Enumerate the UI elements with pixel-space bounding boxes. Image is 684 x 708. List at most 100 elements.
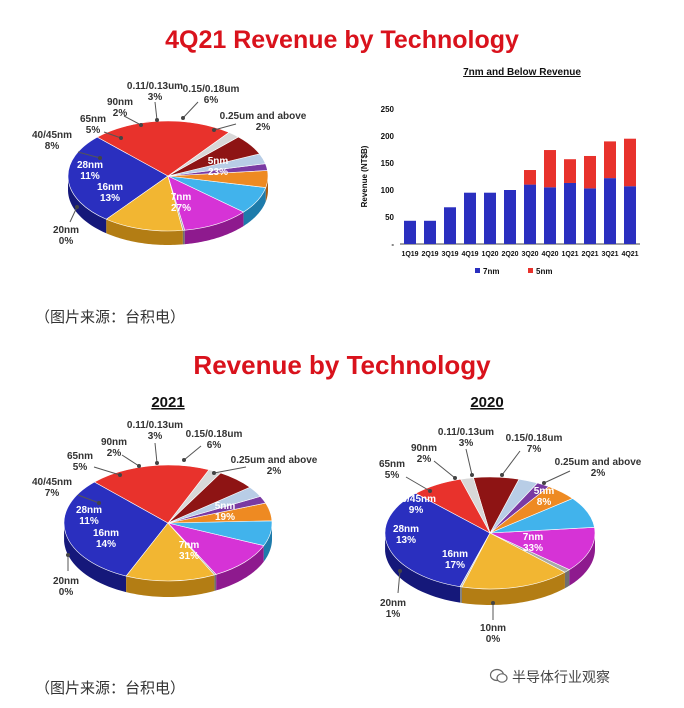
pie-value-5nm: 23% xyxy=(208,167,228,178)
pie-label-16nm: 16nm xyxy=(93,528,119,539)
image-source-caption: （图片来源：台积电） xyxy=(35,679,186,697)
pie-side-20nm xyxy=(564,569,570,589)
pie-leader-line xyxy=(154,101,158,121)
x-tick-label: 2Q21 xyxy=(581,251,598,258)
pie-value-90nm: 2% xyxy=(417,454,432,465)
x-tick-label: 2Q19 xyxy=(421,251,438,258)
pie-value-0-15-0-18um: 6% xyxy=(207,440,222,451)
pie-leader-line xyxy=(77,494,100,504)
legend-label-7nm: 7nm xyxy=(483,267,499,276)
pie-value-0-11-0-13um: 3% xyxy=(459,438,474,449)
pie-slice-28nm xyxy=(489,527,596,570)
pie-side-16nm xyxy=(126,574,215,597)
pie-leader-dot xyxy=(542,481,546,485)
pie-leader-dot xyxy=(212,128,216,132)
pie-leader-dot xyxy=(155,118,159,122)
pie-leader-dot xyxy=(428,489,432,493)
x-tick-label: 1Q19 xyxy=(401,251,418,258)
pie-value-10nm: 0% xyxy=(486,634,501,645)
pie-value-16nm: 17% xyxy=(445,560,465,571)
bar-7nm-2q19 xyxy=(424,220,436,244)
pie-side-28nm xyxy=(184,211,244,245)
legend-label-5nm: 5nm xyxy=(536,267,552,276)
pie-year-label: 2021 xyxy=(151,394,184,411)
pie-leader-line xyxy=(213,466,247,474)
pie-label-40-45nm: 40/45nm xyxy=(32,477,72,488)
pie-value-0-15-0-18um: 7% xyxy=(527,444,542,455)
pie-value-65nm: 5% xyxy=(73,462,88,473)
pie-value-0-11-0-13um: 3% xyxy=(148,431,163,442)
y-tick-label: 50 xyxy=(385,213,394,222)
x-tick-label: 3Q19 xyxy=(441,251,458,258)
x-tick-label: 2Q20 xyxy=(501,251,518,258)
pie-leader-line xyxy=(183,445,202,461)
pie-label-0-25um-and-above: 0.25um and above xyxy=(220,111,307,122)
pie-slice-7nm xyxy=(384,493,491,588)
wechat-icon xyxy=(489,668,508,683)
pie-value-28nm: 11% xyxy=(79,516,99,527)
bar-7nm-1q20 xyxy=(484,192,496,244)
pie-leader-line xyxy=(213,123,237,131)
pie-value-40-45nm: 9% xyxy=(409,505,424,516)
pie-label-20nm: 20nm xyxy=(380,598,406,609)
pie-leader-line xyxy=(103,131,122,139)
pie-leader-dot xyxy=(97,501,101,505)
pie-side-16nm xyxy=(461,572,565,605)
pie-value-20nm: 0% xyxy=(59,236,74,247)
pie-label-20nm: 20nm xyxy=(53,225,79,236)
pie-value-7nm: 27% xyxy=(171,203,191,214)
x-tick-label: 4Q20 xyxy=(541,251,558,258)
pie-slice-28nm xyxy=(167,522,265,575)
pie-leader-line xyxy=(69,206,78,223)
pie-leader-dot xyxy=(75,205,79,209)
pie-label-5nm: 5nm xyxy=(208,156,229,167)
pie-leader-dot xyxy=(500,473,504,477)
pie-label-5nm: 5nm xyxy=(215,501,236,512)
pie-leader-line xyxy=(501,450,521,476)
pie-leader-dot xyxy=(470,473,474,477)
bar-5nm-4q20 xyxy=(544,150,556,188)
pie-value-0-15-0-18um: 6% xyxy=(204,95,219,106)
pie-chart-4q21: 7nm27%16nm13%20nm0%28nm11%40/45nm8%65nm5… xyxy=(32,81,307,247)
pie-leader-line xyxy=(77,151,101,159)
pie-label-90nm: 90nm xyxy=(101,437,127,448)
x-tick-label: 3Q21 xyxy=(601,251,618,258)
pie-side-7nm xyxy=(64,525,127,593)
pie-leader-dot xyxy=(491,601,495,605)
pie-label-0-15-0-18um: 0.15/0.18um xyxy=(186,429,243,440)
bar-5nm-3q21 xyxy=(604,141,616,179)
pie-side-16nm xyxy=(106,219,183,245)
pie-label-40-45nm: 40/45nm xyxy=(396,494,436,505)
pie-leader-line xyxy=(154,442,158,464)
pie-value-90nm: 2% xyxy=(113,108,128,119)
pie-label-0-25um-and-above: 0.25um and above xyxy=(231,455,318,466)
pie-side-20nm xyxy=(214,574,217,591)
bar-7nm-4q19 xyxy=(464,192,476,244)
pie-label-65nm: 65nm xyxy=(67,451,93,462)
pie-value-7nm: 33% xyxy=(523,543,543,554)
bar-7nm-1q21 xyxy=(564,182,576,244)
image-source-caption: （图片来源：台积电） xyxy=(35,308,186,326)
bar-chart-title: 7nm and Below Revenue xyxy=(463,67,581,78)
pie-label-0-11-0-13um: 0.11/0.13um xyxy=(127,420,183,431)
pie-label-10nm: 10nm xyxy=(480,623,506,634)
y-tick-label: 150 xyxy=(381,159,395,168)
pie-slice-5nm xyxy=(96,120,230,177)
pie-label-40-45nm: 40/45nm xyxy=(32,130,72,141)
y-tick-label: 200 xyxy=(381,132,395,141)
pie-slice-7nm xyxy=(63,481,169,577)
pie-side-40-45nm xyxy=(263,523,272,562)
pie-label-0-15-0-18um: 0.15/0.18um xyxy=(183,84,240,95)
pie-leader-dot xyxy=(66,553,70,557)
top-title: 4Q21 Revenue by Technology xyxy=(165,26,519,54)
bar-7nm-1q19 xyxy=(404,220,416,244)
pie-leader-line xyxy=(465,448,473,476)
pie-label-0-11-0-13um: 0.11/0.13um xyxy=(438,427,494,438)
pie-value-28nm: 11% xyxy=(80,171,100,182)
pie-slice-28nm xyxy=(167,175,245,231)
pie-value-65nm: 5% xyxy=(385,470,400,481)
pie-leader-line xyxy=(433,460,456,479)
pie-value-5nm: 19% xyxy=(215,512,235,523)
